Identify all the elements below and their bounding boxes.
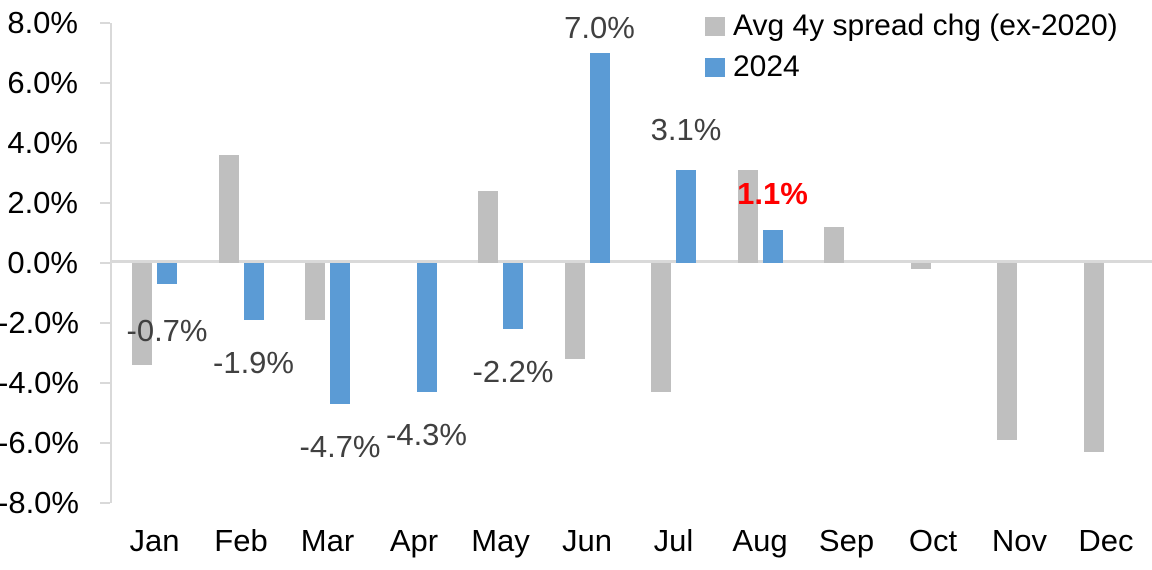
legend-label-2024: 2024 bbox=[733, 50, 800, 83]
y-axis-line bbox=[110, 23, 112, 503]
y-tick-label: 0.0% bbox=[7, 245, 78, 280]
y-tick-label: -6.0% bbox=[0, 425, 79, 460]
y-axis-tick bbox=[100, 262, 110, 264]
bar-2024-jan bbox=[157, 263, 177, 284]
data-label-jul: 3.1% bbox=[650, 112, 722, 147]
x-tick-label-jun: Jun bbox=[562, 523, 612, 558]
bar-2024-mar bbox=[330, 263, 350, 404]
y-tick-label: 4.0% bbox=[7, 125, 78, 160]
x-tick-label-oct: Oct bbox=[908, 523, 958, 558]
bar-2024-feb bbox=[243, 263, 264, 320]
x-tick-label-jan: Jan bbox=[129, 523, 180, 558]
y-tick-label: 8.0% bbox=[7, 5, 78, 40]
bar-2024-jul bbox=[676, 170, 696, 263]
x-tick-label-aug: Aug bbox=[732, 523, 788, 558]
x-tick-label-apr: Apr bbox=[389, 523, 439, 558]
bar-2024-apr bbox=[416, 263, 437, 392]
y-tick-label: -4.0% bbox=[0, 365, 79, 400]
x-tick-label-jul: Jul bbox=[653, 523, 694, 558]
data-label-mar: -4.7% bbox=[299, 429, 381, 464]
x-tick-label-may: May bbox=[471, 523, 530, 558]
bar-avg-aug bbox=[737, 170, 758, 263]
legend-item-2024: 2024 bbox=[705, 51, 1118, 83]
bar-2024-may bbox=[503, 263, 523, 329]
bar-avg-jul bbox=[651, 263, 671, 392]
data-label-apr: -4.3% bbox=[386, 417, 467, 452]
x-tick-label-sep: Sep bbox=[818, 523, 875, 558]
y-axis-tick bbox=[100, 142, 110, 144]
y-axis-tick bbox=[100, 82, 110, 84]
data-label-aug: 1.1% bbox=[737, 176, 808, 211]
bar-avg-may bbox=[478, 191, 498, 263]
y-tick-label: -2.0% bbox=[0, 305, 79, 340]
legend-swatch-blue bbox=[705, 57, 725, 77]
x-tick-label-nov: Nov bbox=[991, 523, 1048, 558]
legend: Avg 4y spread chg (ex-2020) 2024 bbox=[705, 10, 1118, 83]
x-tick-label-dec: Dec bbox=[1078, 523, 1134, 558]
y-tick-label: -8.0% bbox=[0, 485, 79, 520]
bar-avg-oct bbox=[910, 263, 931, 269]
y-tick-label: 2.0% bbox=[7, 185, 78, 220]
bar-avg-feb bbox=[218, 155, 239, 263]
y-axis-tick bbox=[100, 202, 110, 204]
y-axis-tick bbox=[100, 22, 110, 24]
data-label-feb: -1.9% bbox=[213, 345, 294, 380]
y-axis-tick bbox=[100, 382, 110, 384]
bar-avg-jun bbox=[564, 263, 585, 359]
data-label-jan: -0.7% bbox=[126, 313, 208, 348]
bar-avg-sep bbox=[824, 227, 844, 263]
bar-2024-jun bbox=[589, 53, 610, 263]
y-tick-label: 6.0% bbox=[7, 65, 78, 100]
x-tick-label-mar: Mar bbox=[300, 523, 355, 558]
bar-avg-jan bbox=[132, 263, 152, 365]
data-label-jun: 7.0% bbox=[564, 10, 635, 45]
legend-swatch-gray bbox=[705, 16, 725, 36]
y-axis-tick bbox=[100, 322, 110, 324]
y-axis-tick bbox=[100, 502, 110, 504]
x-tick-label-feb: Feb bbox=[214, 523, 268, 558]
legend-item-avg-4y-spread: Avg 4y spread chg (ex-2020) bbox=[705, 10, 1118, 42]
legend-label-avg-4y-spread: Avg 4y spread chg (ex-2020) bbox=[733, 9, 1118, 42]
bar-2024-aug bbox=[762, 230, 783, 263]
bar-avg-nov bbox=[997, 263, 1017, 440]
data-label-may: -2.2% bbox=[472, 354, 554, 389]
y-axis-tick bbox=[100, 442, 110, 444]
bar-avg-dec bbox=[1083, 263, 1104, 452]
bar-avg-mar bbox=[305, 263, 325, 320]
zero-gridline bbox=[110, 260, 1152, 263]
